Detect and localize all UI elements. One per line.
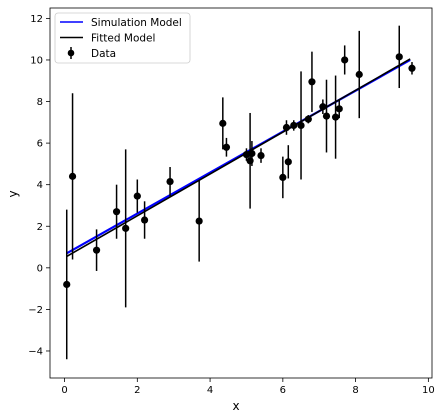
data-point [408,64,416,72]
data-point [242,150,251,159]
y-tick-label: −4 [28,346,43,357]
y-tick-label: 10 [30,55,43,66]
legend-marker-swatch [67,49,75,57]
y-axis: −4 −2 0 2 4 6 8 10 12 [28,14,50,357]
data-point [319,103,327,111]
data-point [222,143,231,151]
data-point [257,151,265,160]
data-point [63,280,71,289]
data-point [355,70,363,79]
x-axis-label: x [232,399,239,413]
data-point [219,119,227,127]
legend: Simulation Model Fitted Model Data [54,12,191,64]
data-point [304,115,312,123]
data-point [341,56,349,64]
x-tick-label: 2 [134,385,140,396]
data-point [122,224,130,232]
y-tick-label: 6 [37,139,43,150]
data-point [279,173,287,182]
x-tick-label: 8 [352,385,358,396]
y-tick-label: 12 [30,14,43,25]
legend-label: Data [91,48,116,60]
plot-area [63,25,416,360]
y-tick-label: −2 [28,305,43,316]
data-series [63,25,416,360]
legend-label: Simulation Model [91,17,182,29]
data-point [335,105,343,113]
x-tick-label: 6 [280,385,286,396]
data-point [112,208,121,216]
y-tick-label: 4 [37,180,43,191]
data-point [297,121,305,130]
data-point [248,149,256,158]
data-point [331,113,340,121]
data-point [282,123,291,132]
y-axis-label: y [6,190,20,197]
legend-box [54,12,191,64]
data-point [68,172,77,180]
data-point [246,157,254,165]
data-point [140,216,149,224]
x-tick-label: 0 [61,385,67,396]
data-point [195,217,203,225]
data-point [133,192,141,200]
data-point [308,78,316,86]
y-tick-label: 2 [37,222,43,233]
data-point [322,112,331,120]
y-tick-label: 8 [37,97,43,108]
x-tick-label: 4 [207,385,213,396]
data-point [284,158,292,166]
fitted-model-line [66,58,411,258]
legend-label: Fitted Model [91,33,155,45]
data-point [290,121,298,130]
x-axis: 0 2 4 6 8 10 [61,378,435,396]
data-point [395,53,403,61]
x-tick-label: 10 [422,385,435,396]
plot-frame [49,7,433,379]
data-point [166,177,174,186]
data-point [92,246,101,254]
y-tick-label: 0 [37,263,43,274]
